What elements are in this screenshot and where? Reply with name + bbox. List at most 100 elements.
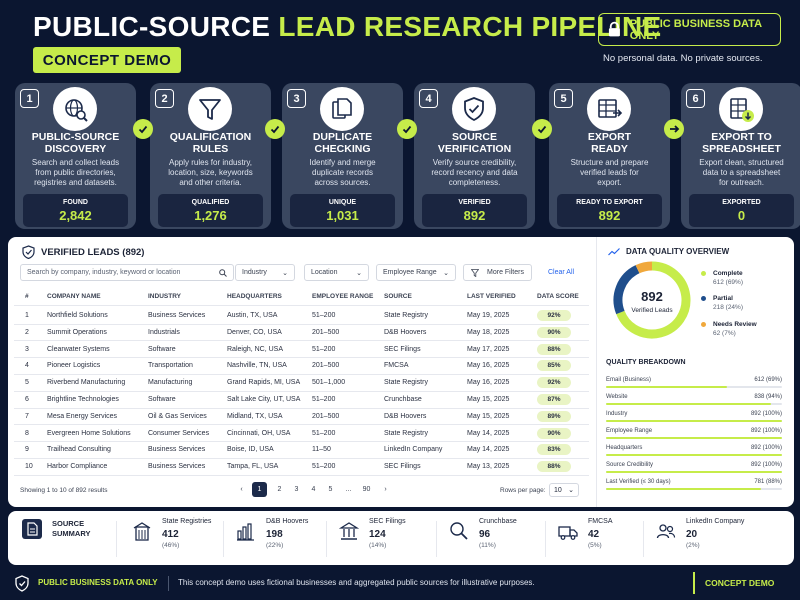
table-row[interactable]: 1 Northfield Solutions Business Services Au… — [8, 307, 593, 324]
legend-name: Complete — [713, 270, 743, 277]
legend-name: Needs Review — [713, 321, 757, 328]
table-row[interactable]: 5 Riverbend Manufacturing Manufacturing Gra… — [8, 374, 593, 391]
chevron-down-icon: ⌄ — [282, 269, 288, 277]
pipeline-step-2[interactable]: 2 QUALIFICATION RULES Apply rules for indu… — [150, 83, 271, 229]
source-count: 20 — [686, 529, 698, 540]
page-button[interactable]: 90 — [362, 486, 371, 493]
column-header[interactable]: EMPLOYEE RANGE — [312, 293, 374, 300]
table-row[interactable]: 4 Pioneer Logistics Transportation Nashvill… — [8, 357, 593, 374]
table-cell: LinkedIn Company — [384, 446, 443, 454]
step-number: 1 — [20, 89, 39, 108]
search-placeholder: Search by company, industry, keyword or … — [27, 269, 181, 276]
pipeline-step-5[interactable]: 5 EXPORT READY Structure and prepare verif… — [549, 83, 670, 229]
table-cell: 7 — [25, 412, 29, 420]
pipeline-step-4[interactable]: 4 SOURCE VERIFICATION Verify source credib… — [414, 83, 535, 229]
step-number: 2 — [155, 89, 174, 108]
quality-progress-track — [606, 471, 782, 473]
table-cell: May 16, 2025 — [467, 379, 510, 387]
pipeline-step-3[interactable]: 3 DUPLICATE CHECKING Identify and merge du… — [282, 83, 403, 229]
quality-field-value: 781 (88%) — [754, 479, 782, 485]
rows-per-page-select[interactable]: 10 ⌄ — [549, 483, 579, 497]
table-cell: 51–200 — [312, 396, 336, 403]
table-cell: May 13, 2025 — [467, 463, 510, 471]
table-cell: Northfield Solutions — [47, 312, 108, 319]
column-header[interactable]: # — [25, 293, 29, 300]
page-button[interactable]: 1 — [252, 482, 267, 497]
quality-breakdown-title: QUALITY BREAKDOWN — [606, 359, 686, 366]
search-input[interactable]: Search by company, industry, keyword or … — [20, 264, 234, 281]
table-row[interactable]: 6 Brightline Technologies Software Salt Lak… — [8, 391, 593, 408]
table-row[interactable]: 7 Mesa Energy Services Oil & Gas Services M… — [8, 408, 593, 425]
data-score-badge: 90% — [537, 326, 571, 338]
industry-filter-label: Industry — [242, 269, 267, 276]
step-stat: QUALIFIED 1,276 — [158, 194, 263, 227]
employee-range-filter-label: Employee Range — [383, 269, 437, 276]
table-cell: May 14, 2025 — [467, 429, 510, 437]
table-cell: Tampa, FL, USA — [227, 463, 279, 471]
data-score-badge: 85% — [537, 360, 571, 372]
table-cell: D&B Hoovers — [384, 412, 427, 420]
industry-filter[interactable]: Industry ⌄ — [235, 264, 295, 281]
step-title: SOURCE VERIFICATION — [437, 131, 512, 155]
table-cell: Evergreen Home Solutions — [47, 429, 131, 437]
quality-field-name: Headquarters — [606, 445, 643, 451]
step-stat-label: QUALIFIED — [191, 199, 230, 206]
source-summary-panel: SOURCE SUMMARY State Registries 412 (46%) D… — [8, 511, 794, 565]
quality-field-name: Website — [606, 394, 628, 400]
check-icon — [133, 119, 153, 139]
search-icon — [219, 268, 227, 277]
donut-segment-complete — [616, 261, 691, 339]
source-percent: (11%) — [479, 542, 496, 549]
table-cell: Transportation — [148, 362, 193, 370]
prev-page-button[interactable]: ‹ — [240, 486, 243, 493]
column-header[interactable]: DATA SCORE — [537, 293, 579, 300]
table-cell: 51–200 — [312, 345, 336, 353]
location-filter[interactable]: Location ⌄ — [304, 264, 369, 281]
table-row[interactable]: 3 Clearwater Systems Software Raleigh, NC, … — [8, 341, 593, 358]
check-icon — [532, 119, 552, 139]
next-page-button[interactable]: › — [384, 486, 387, 493]
page-button[interactable]: 2 — [277, 486, 282, 493]
employee-range-filter[interactable]: Employee Range ⌄ — [376, 264, 456, 281]
page-button[interactable]: 5 — [328, 486, 333, 493]
table-cell: May 18, 2025 — [467, 328, 510, 336]
table-cell: 2 — [25, 328, 29, 336]
quality-breakdown-row: Email (Business) 612 (69%) — [606, 377, 782, 393]
people-icon — [656, 521, 676, 541]
column-header[interactable]: COMPANY NAME — [47, 293, 101, 300]
legend-count: 218 (24%) — [713, 304, 743, 311]
quality-progress-fill — [606, 488, 761, 490]
quality-progress-fill — [606, 471, 782, 473]
truck-icon — [558, 521, 578, 541]
step-stat-value: 892 — [463, 208, 486, 223]
step-stat-value: 1,031 — [326, 208, 359, 223]
table-row[interactable]: 10 Harbor Compliance Business Services Tamp… — [8, 458, 593, 475]
source-percent: (2%) — [686, 542, 700, 549]
check-icon — [265, 119, 285, 139]
column-header[interactable]: HEADQUARTERS — [227, 293, 282, 300]
table-row[interactable]: 9 Trailhead Consulting Business Services Bo… — [8, 441, 593, 458]
table-row[interactable]: 8 Evergreen Home Solutions Consumer Servic… — [8, 425, 593, 442]
source-percent: (22%) — [266, 542, 284, 549]
step-stat-value: 892 — [598, 208, 621, 223]
clear-all-link[interactable]: Clear All — [548, 269, 575, 276]
data-score-badge: 87% — [537, 394, 571, 405]
column-header[interactable]: LAST VERIFIED — [467, 293, 516, 300]
table-row[interactable]: 2 Summit Operations Industrials Denver, CO,… — [8, 324, 593, 341]
page-button[interactable]: 3 — [294, 486, 299, 493]
step-description: Apply rules for industry, location, size… — [168, 158, 253, 187]
column-header[interactable]: INDUSTRY — [148, 293, 181, 300]
page-title: PUBLIC-SOURCE LEAD RESEARCH PIPELINE — [33, 11, 661, 43]
check-icon — [397, 119, 417, 139]
quality-field-name: Employee Range — [606, 428, 653, 434]
quality-breakdown-row: Source Credibility 892 (100%) — [606, 462, 782, 478]
quality-breakdown-row: Website 838 (94%) — [606, 394, 782, 410]
column-header[interactable]: SOURCE — [384, 293, 412, 300]
page-button[interactable]: 4 — [311, 486, 316, 493]
table-cell: State Registry — [384, 379, 428, 387]
pipeline-step-1[interactable]: 1 PUBLIC-SOURCE DISCOVERY Search and colle… — [15, 83, 136, 229]
pipeline-step-6[interactable]: 6 EXPORT TO SPREADSHEET Export clean, stru… — [681, 83, 800, 229]
more-filters-button[interactable]: More Filters — [463, 264, 532, 281]
quality-progress-track — [606, 420, 782, 422]
quality-progress-fill — [606, 420, 782, 422]
